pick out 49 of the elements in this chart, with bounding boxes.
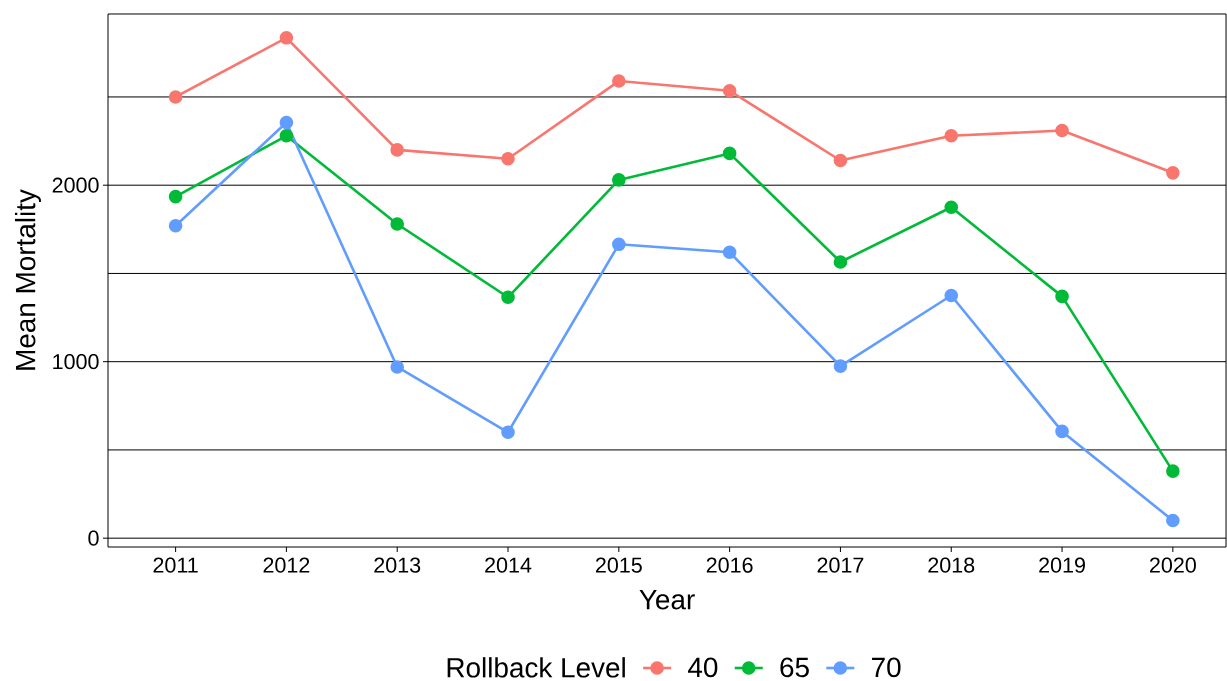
point [833,153,848,168]
point [168,218,183,233]
x-tick-label: 2020 [1150,557,1196,573]
point [944,128,959,143]
x-tick-label: 2012 [263,557,310,573]
point [612,173,626,187]
point [944,200,959,215]
point [390,217,405,231]
point [279,128,294,143]
x-tick-label: 2014 [485,557,532,573]
point [1166,464,1180,478]
x-tick-label: 2017 [817,557,864,573]
y-axis-title: Mean Mortality [14,189,41,370]
point [833,359,848,373]
point [1166,166,1180,180]
point [722,146,737,161]
x-tick-label: 2015 [595,557,642,573]
legend-title: Rollback Level [447,657,625,678]
legend-label: 70 [872,657,901,678]
y-tick-label: 2000 [52,177,99,193]
point [1055,123,1069,138]
point [168,189,183,204]
y-tick-label: 1000 [53,354,99,370]
point [390,360,405,374]
point [168,90,183,104]
x-tick-label: 2016 [706,557,753,573]
legend-label: 65 [780,657,809,678]
point [1055,424,1069,439]
point [722,83,737,98]
legend-label: 40 [688,657,718,678]
point [1055,289,1069,304]
point [501,151,515,166]
point [501,425,515,440]
point [722,245,737,260]
point [279,115,294,130]
point [501,290,515,305]
x-tick-label: 2018 [928,557,975,573]
y-tick-label: 0 [88,530,99,546]
x-axis-title: Year [639,590,695,610]
point [833,255,848,269]
point [612,74,626,88]
point [944,288,959,303]
point [1166,513,1180,528]
x-tick-label: 2011 [153,557,198,573]
point [279,31,294,45]
point [612,237,626,252]
x-tick-label: 2013 [374,557,421,573]
x-tick-label: 2019 [1039,557,1085,573]
point [390,143,405,157]
